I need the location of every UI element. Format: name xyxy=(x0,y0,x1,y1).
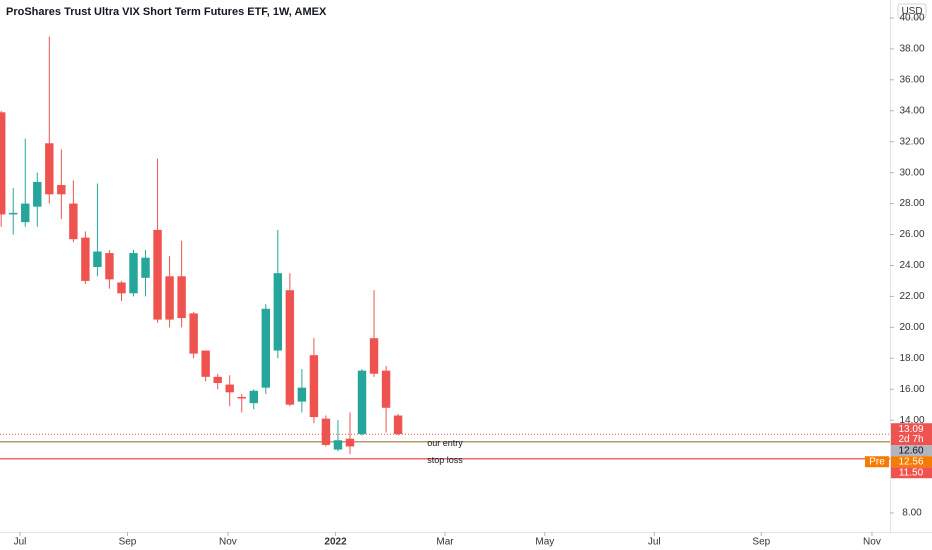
price-tag-label: 12.56 xyxy=(898,456,923,467)
price-tag-label: 11.50 xyxy=(899,467,924,478)
candle-body xyxy=(141,257,150,278)
y-tick-label: 32.00 xyxy=(899,136,924,147)
candle-body xyxy=(0,112,6,215)
candle-body xyxy=(45,143,54,195)
candle-body xyxy=(321,418,331,445)
y-tick-label: 24.00 xyxy=(899,260,924,271)
candle-body xyxy=(369,338,379,374)
last-price-bg xyxy=(891,423,932,446)
y-tick-label: 20.00 xyxy=(899,322,924,333)
x-tick-label: Mar xyxy=(436,537,454,548)
candle-body xyxy=(333,440,343,450)
y-tick-label: 40.00 xyxy=(899,13,924,24)
x-tick-label: Nov xyxy=(219,537,237,548)
price-tag-bg xyxy=(891,467,932,479)
x-tick-label: Jul xyxy=(14,537,27,548)
y-tick-label: 8.00 xyxy=(902,508,922,519)
candle-body xyxy=(177,276,186,319)
candle-body xyxy=(285,290,295,405)
candle-body xyxy=(81,237,90,281)
candle-body xyxy=(69,203,78,240)
candle-body xyxy=(153,229,162,320)
last-price-label: 13.09 xyxy=(898,424,923,435)
y-tick-label: 38.00 xyxy=(899,44,924,55)
candle-body xyxy=(93,251,102,268)
pre-tag-bg xyxy=(865,456,889,468)
x-tick-label: Nov xyxy=(863,537,881,548)
y-tick-label: 28.00 xyxy=(899,198,924,209)
candle-body xyxy=(309,355,319,418)
x-tick-label: Sep xyxy=(752,537,770,548)
candle-body xyxy=(21,203,30,223)
y-tick-label: 34.00 xyxy=(899,105,924,116)
candle-body xyxy=(393,415,403,435)
candle-body xyxy=(57,185,66,195)
y-tick-label: 22.00 xyxy=(899,291,924,302)
candle-body xyxy=(237,396,246,399)
candle-body xyxy=(129,253,138,294)
currency: USD xyxy=(901,6,922,17)
candle-body xyxy=(201,350,210,377)
line-label: our entry xyxy=(427,438,463,448)
candle-body xyxy=(213,376,222,384)
price-tag-label: 12.60 xyxy=(898,445,923,456)
candle-body xyxy=(189,313,198,354)
candle-body xyxy=(165,276,174,320)
y-tick-label: 36.00 xyxy=(899,74,924,85)
candle-body xyxy=(225,384,234,393)
pre-tag: Pre xyxy=(869,456,885,467)
candle-body xyxy=(381,370,391,408)
line-label: stop loss xyxy=(427,455,463,465)
x-tick-label: Jul xyxy=(648,537,661,548)
candle-body xyxy=(33,181,42,207)
x-tick-label: May xyxy=(535,537,554,548)
candle-body xyxy=(105,253,114,280)
x-tick-label: 2022 xyxy=(324,537,347,548)
y-tick-label: 16.00 xyxy=(899,384,924,395)
countdown-label: 2d 7h xyxy=(898,434,923,445)
y-tick-label: 30.00 xyxy=(899,167,924,178)
y-tick-label: 26.00 xyxy=(899,229,924,240)
candle-body xyxy=(357,370,367,435)
x-tick-label: Sep xyxy=(119,537,137,548)
chart-title: ProShares Trust Ultra VIX Short Term Fut… xyxy=(6,6,327,18)
candle-body xyxy=(249,390,258,404)
y-tick-label: 14.00 xyxy=(899,415,924,426)
candle-body xyxy=(261,308,271,388)
price-tag-bg xyxy=(891,445,932,457)
candle-body xyxy=(297,387,307,402)
currency-box xyxy=(897,3,927,19)
candle-body xyxy=(9,212,18,215)
candle-body xyxy=(117,282,126,294)
price-tag-bg xyxy=(891,456,932,468)
candle-body xyxy=(273,273,283,351)
candle-body xyxy=(345,438,355,447)
y-tick-label: 18.00 xyxy=(899,353,924,364)
